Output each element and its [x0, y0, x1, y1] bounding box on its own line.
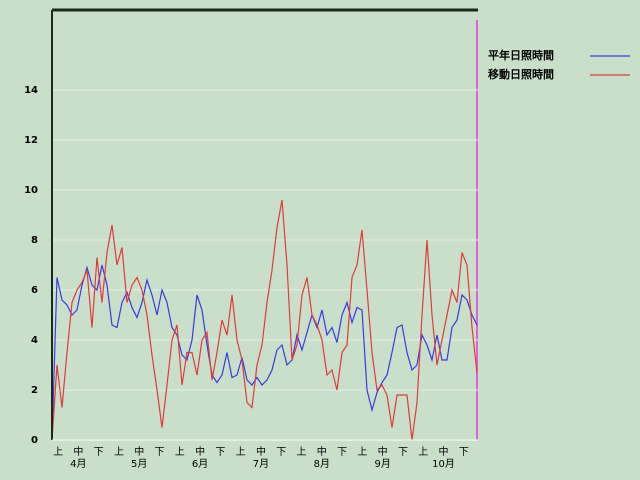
y-tick-label: 8 — [31, 235, 38, 246]
x-tick-label: 上 — [53, 446, 63, 458]
x-tick-label: 下 — [215, 447, 225, 458]
x-tick-label: 中 — [439, 445, 449, 458]
y-tick-label: 10 — [24, 185, 38, 196]
x-tick-label: 中 — [317, 445, 327, 458]
y-tick-label: 4 — [31, 335, 38, 346]
x-tick-label: 下 — [276, 447, 286, 458]
x-tick-label: 上 — [418, 446, 428, 458]
month-label: 10月 — [432, 458, 455, 470]
x-tick-label: 上 — [236, 446, 246, 458]
month-label: 6月 — [192, 458, 208, 470]
x-tick-label: 下 — [398, 447, 408, 458]
y-tick-label: 0 — [31, 435, 38, 446]
series-line — [51, 264, 478, 441]
x-tick-label: 上 — [114, 446, 124, 458]
y-tick-label: 12 — [24, 135, 38, 146]
x-tick-label: 下 — [155, 447, 165, 458]
legend-label: 移動日照時間 — [488, 67, 554, 81]
x-tick-label: 中 — [73, 445, 83, 458]
month-label: 4月 — [70, 458, 86, 470]
month-label: 5月 — [131, 458, 147, 470]
x-tick-label: 中 — [134, 445, 144, 458]
x-tick-label: 中 — [378, 445, 388, 458]
x-tick-label: 上 — [357, 446, 367, 458]
x-tick-label: 中 — [256, 445, 266, 458]
x-tick-label: 下 — [459, 447, 469, 458]
month-label: 7月 — [253, 458, 269, 470]
x-tick-label: 下 — [94, 447, 104, 458]
y-tick-label: 14 — [24, 85, 38, 96]
x-tick-label: 中 — [195, 445, 205, 458]
y-tick-label: 2 — [31, 385, 38, 396]
month-label: 8月 — [314, 458, 330, 470]
series-line — [51, 199, 478, 441]
x-tick-label: 上 — [297, 446, 307, 458]
month-label: 9月 — [374, 458, 390, 470]
y-tick-label: 6 — [31, 285, 38, 296]
x-tick-label: 上 — [175, 446, 185, 458]
x-tick-label: 下 — [337, 447, 347, 458]
legend-label: 平年日照時間 — [488, 48, 554, 62]
